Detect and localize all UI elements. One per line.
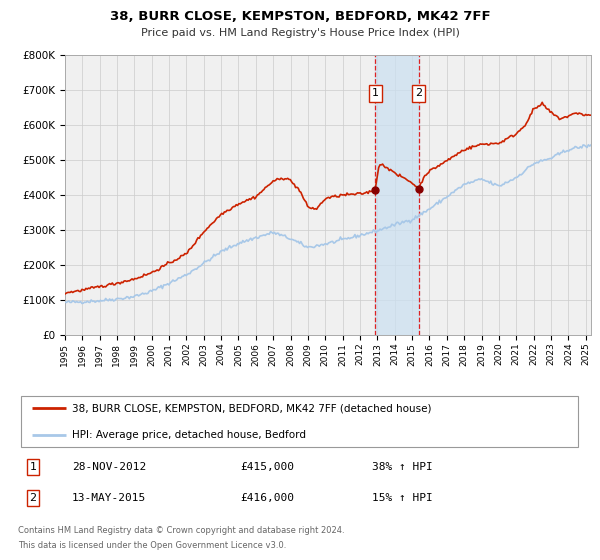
Text: 38% ↑ HPI: 38% ↑ HPI — [372, 462, 433, 472]
Text: HPI: Average price, detached house, Bedford: HPI: Average price, detached house, Bedf… — [71, 430, 305, 440]
FancyBboxPatch shape — [21, 396, 578, 447]
Text: 1: 1 — [29, 462, 37, 472]
Text: 1: 1 — [372, 88, 379, 99]
Bar — [376, 55, 419, 335]
Text: 28-NOV-2012: 28-NOV-2012 — [72, 462, 146, 472]
Text: 2: 2 — [415, 88, 422, 99]
Text: Contains HM Land Registry data © Crown copyright and database right 2024.: Contains HM Land Registry data © Crown c… — [18, 526, 344, 535]
Text: Price paid vs. HM Land Registry's House Price Index (HPI): Price paid vs. HM Land Registry's House … — [140, 28, 460, 38]
Text: This data is licensed under the Open Government Licence v3.0.: This data is licensed under the Open Gov… — [18, 541, 286, 550]
Text: 13-MAY-2015: 13-MAY-2015 — [72, 493, 146, 503]
Text: 2: 2 — [29, 493, 37, 503]
Text: £415,000: £415,000 — [240, 462, 294, 472]
Text: 15% ↑ HPI: 15% ↑ HPI — [372, 493, 433, 503]
Text: £416,000: £416,000 — [240, 493, 294, 503]
Text: 38, BURR CLOSE, KEMPSTON, BEDFORD, MK42 7FF (detached house): 38, BURR CLOSE, KEMPSTON, BEDFORD, MK42 … — [71, 403, 431, 413]
Text: 38, BURR CLOSE, KEMPSTON, BEDFORD, MK42 7FF: 38, BURR CLOSE, KEMPSTON, BEDFORD, MK42 … — [110, 10, 490, 23]
